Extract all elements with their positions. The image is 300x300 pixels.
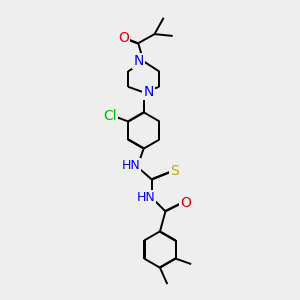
Text: O: O xyxy=(180,196,191,210)
Text: HN: HN xyxy=(122,159,140,172)
Text: Cl: Cl xyxy=(103,109,117,123)
Text: N: N xyxy=(134,54,144,68)
Text: HN: HN xyxy=(136,191,155,204)
Text: S: S xyxy=(170,164,179,178)
Text: N: N xyxy=(143,85,154,99)
Text: O: O xyxy=(118,31,129,45)
